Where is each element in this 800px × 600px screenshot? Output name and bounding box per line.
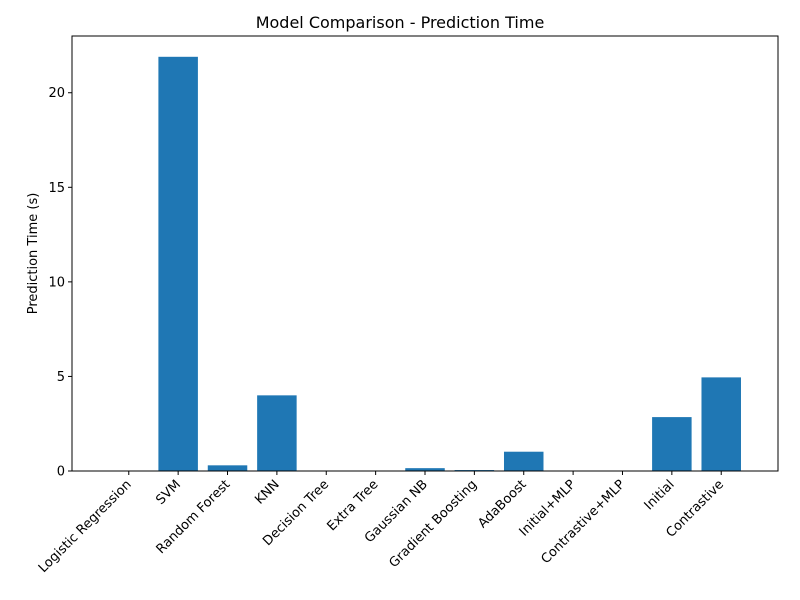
bar-adaboost	[503, 451, 544, 471]
bars-group	[109, 56, 741, 472]
bar-gaussian-nb	[405, 468, 445, 471]
x-tick-label: Logistic Regression	[36, 477, 135, 576]
bar-initial	[652, 417, 692, 471]
y-tick-label: 20	[48, 86, 65, 101]
y-axis-label: Prediction Time (s)	[26, 193, 41, 315]
x-tick-label: KNN	[252, 477, 282, 507]
bar-contrastive	[701, 377, 741, 471]
y-tick-label: 15	[48, 181, 65, 196]
x-tick-label: Initial	[642, 477, 678, 513]
bar-knn	[257, 395, 297, 471]
x-tick-label: Gradient Boosting	[386, 477, 480, 571]
plot-frame	[71, 35, 779, 472]
y-tick-label: 5	[57, 370, 65, 385]
bar-svm	[158, 56, 198, 472]
y-tick-label: 0	[57, 465, 65, 480]
x-tick-label: Contrastive+MLP	[538, 477, 628, 567]
bar-random-forest	[207, 465, 248, 471]
y-tick-label: 10	[48, 275, 65, 290]
y-axis-ticks: 0 5 10 15 20	[48, 86, 72, 480]
x-tick-label: SVM	[153, 477, 184, 508]
chart-title: Model Comparison - Prediction Time	[256, 13, 545, 32]
